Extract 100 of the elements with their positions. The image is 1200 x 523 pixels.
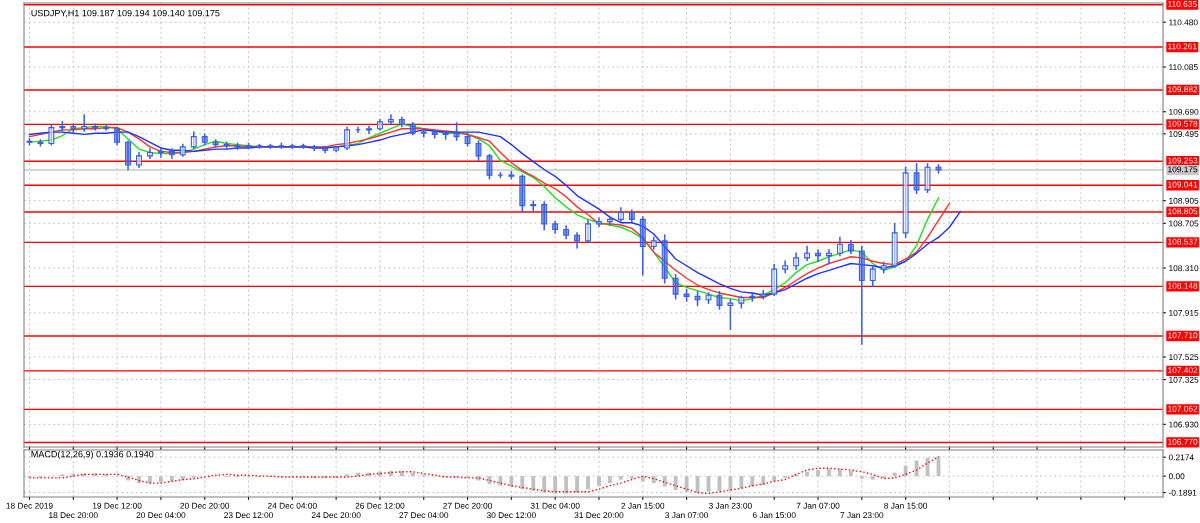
- x-tick-label: 20 Dec 20:00: [180, 502, 230, 509]
- x-tick-label: 20 Dec 04:00: [136, 512, 186, 519]
- candlestick: [804, 245, 811, 261]
- candlestick: [585, 219, 591, 243]
- candlestick: [300, 143, 307, 149]
- y-tick-label: 107.915: [1169, 309, 1199, 316]
- y-tick-label: 108.310: [1169, 265, 1199, 272]
- candlestick: [639, 216, 646, 276]
- candlestick: [541, 201, 548, 231]
- ref-line-label: 109.882: [1168, 86, 1198, 93]
- ref-line-label: 110.635: [1168, 1, 1197, 7]
- ref-line-label: 109.253: [1168, 157, 1198, 164]
- candlestick: [826, 249, 832, 265]
- candlestick: [913, 163, 920, 195]
- x-tick-label: 24 Dec 04:00: [267, 502, 317, 509]
- candlestick: [606, 216, 613, 226]
- candlestick: [212, 139, 219, 148]
- y-tick-label: 110.480: [1169, 19, 1198, 26]
- ref-line-label: 107.062: [1168, 405, 1198, 412]
- y-tick-label: 110.085: [1169, 64, 1198, 71]
- x-tick-label: 27 Dec 20:00: [443, 502, 493, 509]
- y-tick-label: 108.705: [1169, 220, 1199, 227]
- candlestick: [552, 220, 559, 234]
- text: USDJPY,H1 109.187 109.194 109.140 109.175: [31, 9, 220, 18]
- candlestick: [103, 124, 110, 131]
- candlestick: [179, 143, 186, 157]
- candlestick: [431, 130, 438, 139]
- candlestick: [486, 154, 493, 180]
- candlestick: [409, 122, 416, 136]
- candlestick: [376, 118, 383, 131]
- candlestick: [815, 249, 821, 263]
- y-tick-label: 108.905: [1169, 197, 1199, 204]
- candlestick: [311, 144, 318, 152]
- x-tick-label: 2 Jan 15:00: [621, 502, 665, 509]
- ref-line-label: 109.041: [1168, 181, 1198, 188]
- candlestick: [136, 151, 142, 168]
- y-tick-label: 107.325: [1169, 376, 1199, 383]
- ref-line-label: 108.148: [1168, 282, 1198, 289]
- candlestick: [596, 217, 602, 227]
- candlestick: [168, 148, 175, 159]
- candlestick: [869, 265, 876, 287]
- x-tick-label: 7 Jan 23:00: [840, 512, 884, 519]
- candlestick: [366, 125, 372, 135]
- x-tick-label: 3 Jan 07:00: [665, 512, 709, 519]
- x-tick-label: 6 Jan 15:00: [752, 512, 796, 519]
- candlestick: [333, 146, 340, 153]
- x-tick-label: 31 Dec 20:00: [574, 512, 624, 519]
- y-tick-label: -0.1891: [1168, 489, 1197, 496]
- candlestick: [125, 140, 132, 171]
- candlestick: [92, 123, 99, 131]
- candlestick: [475, 140, 482, 162]
- x-tick-label: 19 Dec 12:00: [92, 502, 142, 509]
- candlestick: [891, 223, 898, 268]
- x-tick-label: 27 Dec 04:00: [399, 512, 449, 519]
- candlestick: [387, 114, 394, 125]
- ref-line-label: 106.770: [1168, 438, 1198, 445]
- candlestick: [563, 225, 570, 240]
- candlestick: [267, 143, 274, 149]
- ref-line-label: 108.805: [1168, 208, 1198, 215]
- candlestick: [322, 146, 329, 154]
- candlestick: [661, 234, 668, 284]
- x-tick-label: 8 Jan 15:00: [884, 502, 928, 509]
- candlestick: [574, 232, 581, 249]
- y-tick-label: 109.495: [1169, 131, 1199, 137]
- y-tick-label: 0.00: [1168, 473, 1185, 480]
- candlestick: [617, 207, 624, 223]
- y-tick-label: 109.690: [1169, 108, 1199, 115]
- candlestick: [344, 126, 351, 150]
- x-tick-label: 24 Dec 20:00: [311, 512, 361, 519]
- candlestick: [924, 163, 931, 193]
- ref-line-label: 108.537: [1168, 238, 1198, 245]
- candlestick: [114, 126, 121, 146]
- candlestick: [836, 236, 843, 257]
- candlestick: [146, 148, 153, 159]
- x-tick-label: 18 Dec 2019: [6, 502, 53, 509]
- x-tick-label: 26 Dec 12:00: [355, 502, 405, 509]
- candlestick: [398, 116, 405, 128]
- candlestick: [628, 209, 635, 223]
- ref-line-label: 107.710: [1168, 332, 1198, 339]
- candlestick: [858, 245, 865, 345]
- candlestick: [782, 260, 789, 274]
- x-tick-label: 31 Dec 04:00: [530, 502, 580, 509]
- candlestick: [760, 289, 767, 300]
- candlestick: [672, 274, 679, 300]
- ref-line-label: 109.578: [1168, 120, 1198, 127]
- ref-line-label: 107.402: [1168, 367, 1198, 374]
- candlestick: [847, 240, 854, 255]
- candlestick: [81, 114, 88, 132]
- candlestick: [48, 124, 55, 146]
- candlestick: [289, 143, 296, 149]
- candlestick: [190, 131, 197, 149]
- y-tick-label: 107.525: [1169, 354, 1199, 361]
- x-tick-label: 7 Jan 07:00: [796, 502, 840, 509]
- ref-line-label: 110.261: [1168, 43, 1197, 50]
- x-tick-label: 30 Dec 12:00: [486, 512, 536, 519]
- x-tick-label: 3 Jan 23:00: [708, 502, 752, 509]
- candlestick: [793, 252, 800, 270]
- ref-line-label: 109.175: [1168, 166, 1198, 173]
- chart-title: MACD(12,26,9) 0.1936 0.1940: [31, 450, 154, 460]
- candlestick: [519, 174, 526, 213]
